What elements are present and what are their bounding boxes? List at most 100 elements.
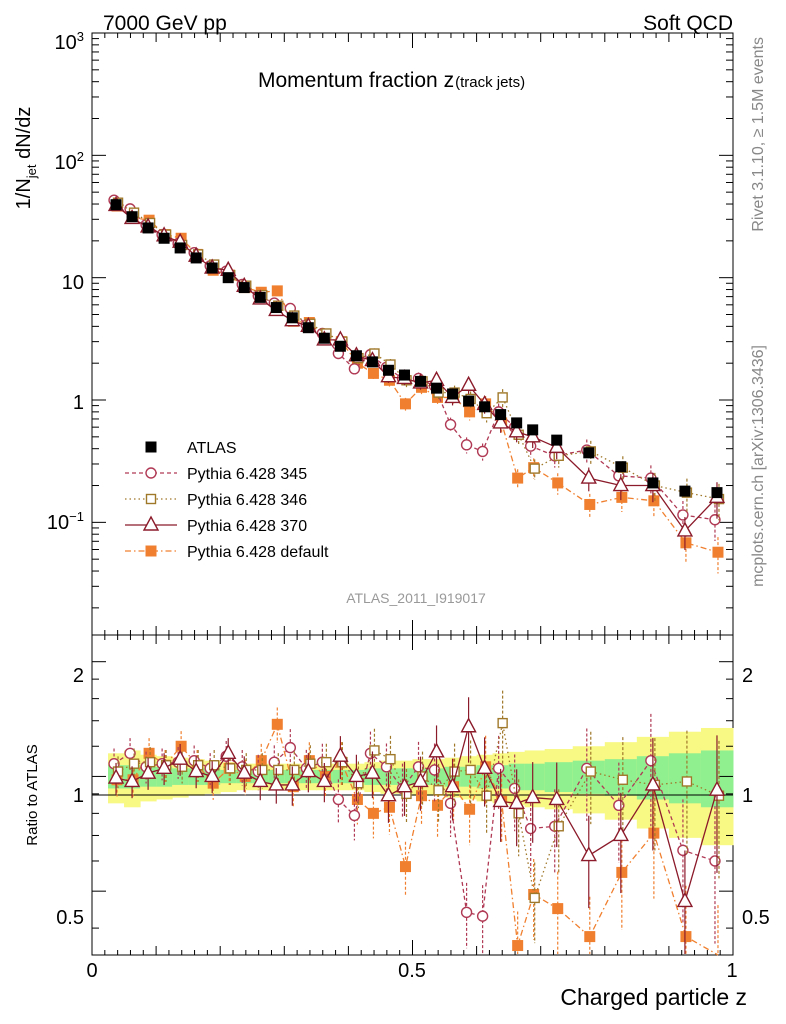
ratio-point-pythia-6-428-345 bbox=[348, 809, 361, 822]
point-pythia-6-428-default bbox=[648, 495, 660, 507]
ratio-point-pythia-6-428-default bbox=[399, 861, 411, 873]
ratio-point-pythia-6-428-370 bbox=[460, 717, 477, 733]
ratio-point-pythia-6-428-346 bbox=[225, 763, 236, 774]
point-atlas bbox=[366, 356, 378, 368]
ratio-series bbox=[107, 690, 726, 956]
ratio-point-pythia-6-428-370 bbox=[268, 775, 285, 791]
plot-title: Momentum fraction z(track jets) bbox=[258, 69, 525, 92]
y-tick-label-100: 102 bbox=[55, 149, 84, 174]
point-atlas bbox=[495, 409, 507, 421]
legend-marker bbox=[145, 467, 157, 479]
ratio-tick-label-right-1: 1 bbox=[742, 785, 753, 807]
header-right: Soft QCD bbox=[643, 12, 733, 35]
point-pythia-6-428-370 bbox=[612, 476, 629, 492]
ratio-point-pythia-6-428-370 bbox=[332, 746, 349, 762]
point-pythia-6-428-370 bbox=[548, 437, 565, 454]
ratio-point-pythia-6-428-default bbox=[512, 940, 524, 952]
ratio-point-pythia-6-428-370 bbox=[492, 791, 509, 808]
point-pythia-6-428-345 bbox=[444, 418, 457, 431]
ratio-point-pythia-6-428-default bbox=[552, 903, 564, 915]
ratio-point-pythia-6-428-default bbox=[351, 793, 363, 805]
ratio-point-pythia-6-428-346 bbox=[208, 760, 220, 771]
point-pythia-6-428-370 bbox=[492, 413, 509, 429]
ratio-tick-label-2: 2 bbox=[73, 665, 84, 687]
point-atlas bbox=[302, 322, 314, 334]
ratio-point-pythia-6-428-346 bbox=[681, 776, 693, 787]
point-pythia-6-428-default bbox=[552, 477, 564, 489]
point-atlas bbox=[174, 242, 186, 254]
ratio-point-pythia-6-428-346 bbox=[617, 774, 629, 785]
legend: ATLAS Pythia 6.428 345 Pythia 6.428 346 Pyt… bbox=[125, 440, 329, 561]
legend-label: Pythia 6.428 346 bbox=[187, 492, 307, 509]
ratio-point-pythia-6-428-346 bbox=[449, 766, 460, 777]
point-pythia-6-428-345 bbox=[476, 445, 489, 458]
point-atlas bbox=[615, 461, 627, 473]
ratio-point-pythia-6-428-346 bbox=[585, 766, 596, 777]
rivet-label: Rivet 3.1.10, ≥ 1.5M events bbox=[750, 37, 767, 232]
ratio-point-pythia-6-428-370 bbox=[396, 777, 413, 793]
point-atlas bbox=[142, 222, 154, 234]
series-line-pythia-6-428-345 bbox=[113, 199, 716, 521]
ratio-point-pythia-6-428-345 bbox=[476, 910, 489, 922]
ratio-point-pythia-6-428-346 bbox=[144, 756, 156, 768]
ratio-point-pythia-6-428-346 bbox=[128, 758, 140, 769]
ratio-tick-label-0.5: 0.5 bbox=[56, 907, 84, 929]
point-pythia-6-428-345 bbox=[524, 440, 537, 452]
ratio-point-pythia-6-428-default bbox=[175, 740, 187, 752]
x-tick-label-0: 0 bbox=[86, 960, 97, 982]
ratio-point-pythia-6-428-370 bbox=[139, 763, 157, 779]
band-green bbox=[172, 768, 189, 785]
ratio-point-pythia-6-428-370 bbox=[444, 777, 461, 793]
legend-marker bbox=[145, 545, 157, 557]
ratio-point-pythia-6-428-346 bbox=[321, 756, 332, 768]
ratio-point-pythia-6-428-370 bbox=[548, 790, 565, 806]
ratio-point-pythia-6-428-370 bbox=[524, 788, 541, 804]
ratio-point-pythia-6-428-370 bbox=[580, 846, 597, 862]
ratio-point-pythia-6-428-370 bbox=[187, 762, 205, 778]
ratio-point-pythia-6-428-370 bbox=[364, 763, 381, 779]
ratio-point-pythia-6-428-default bbox=[464, 803, 476, 815]
y-tick-label-0.1: 10−1 bbox=[47, 509, 84, 534]
point-pythia-6-428-370 bbox=[580, 468, 597, 484]
point-atlas bbox=[350, 350, 362, 362]
legend-marker bbox=[145, 493, 157, 505]
ratio-point-pythia-6-428-345 bbox=[124, 747, 136, 759]
ratio-point-pythia-6-428-370 bbox=[123, 771, 141, 788]
point-atlas bbox=[511, 417, 523, 429]
ratio-point-pythia-6-428-346 bbox=[369, 745, 380, 756]
point-pythia-6-428-346 bbox=[529, 463, 540, 474]
point-atlas bbox=[286, 312, 298, 324]
ratio-point-pythia-6-428-370 bbox=[476, 758, 493, 775]
point-pythia-6-428-default bbox=[584, 498, 596, 510]
ratio-point-pythia-6-428-370 bbox=[508, 793, 525, 810]
y-tick-label-10: 10 bbox=[62, 272, 84, 294]
legend-label: Pythia 6.428 default bbox=[187, 544, 329, 561]
point-atlas bbox=[270, 302, 282, 314]
point-pythia-6-428-default bbox=[616, 491, 628, 503]
ratio-tick-label-right-2: 2 bbox=[742, 665, 753, 687]
point-pythia-6-428-345 bbox=[348, 363, 361, 375]
ratio-axis-label: Ratio to ATLAS bbox=[24, 744, 41, 845]
point-pythia-6-428-default bbox=[712, 546, 724, 558]
ratio-point-pythia-6-428-345 bbox=[492, 762, 505, 775]
point-atlas bbox=[254, 291, 266, 303]
ratio-point-pythia-6-428-370 bbox=[380, 786, 397, 802]
ratio-point-pythia-6-428-346 bbox=[433, 785, 444, 796]
point-pythia-6-428-default bbox=[464, 406, 476, 418]
point-atlas bbox=[711, 487, 723, 499]
ratio-point-pythia-6-428-370 bbox=[708, 780, 726, 796]
ratio-point-pythia-6-428-346 bbox=[289, 764, 300, 776]
point-atlas bbox=[415, 375, 427, 387]
x-tick-label-1: 1 bbox=[726, 960, 737, 982]
point-atlas bbox=[527, 424, 539, 436]
point-atlas bbox=[679, 485, 691, 497]
point-pythia-6-428-default bbox=[512, 472, 524, 484]
ratio-tick-label-1: 1 bbox=[73, 785, 84, 807]
point-pythia-6-428-370 bbox=[508, 422, 525, 438]
ratio-point-pythia-6-428-346 bbox=[553, 821, 564, 832]
point-atlas bbox=[447, 388, 459, 400]
ratio-point-pythia-6-428-370 bbox=[644, 775, 662, 791]
y-axis-label: 1/Njet dN/dz bbox=[13, 107, 39, 210]
mcplots-label: mcplots.cern.ch [arXiv:1306.3436] bbox=[750, 345, 767, 587]
